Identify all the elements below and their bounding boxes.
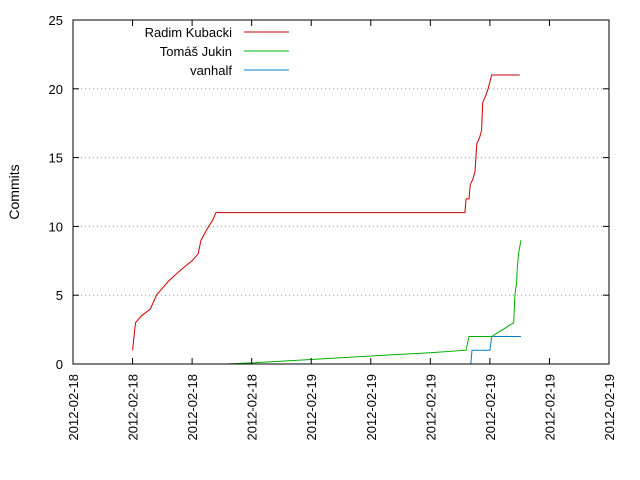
x-tick-label: 2012-02-19 [364, 374, 379, 441]
x-tick-label: 2012-02-18 [185, 374, 200, 441]
legend-label: vanhalf [190, 63, 232, 78]
series-line [132, 74, 520, 351]
legend: Radim Kubacki Tomáš Jukin vanhalf [145, 25, 289, 78]
x-tick-label: 2012-02-19 [602, 374, 617, 441]
x-tick-label: 2012-02-19 [423, 374, 438, 441]
x-tick-label: 2012-02-19 [542, 374, 557, 441]
y-tick-label: 15 [49, 151, 63, 166]
axis-ticks: 0 5 10 15 20 25 2012-02-18 2012-02-18 2012-02-18… [49, 13, 617, 441]
y-tick-label: 0 [56, 357, 63, 372]
y-tick-label: 5 [56, 288, 63, 303]
y-tick-label: 20 [49, 82, 63, 97]
series-line [470, 336, 521, 365]
x-tick-label: 2012-02-18 [245, 374, 260, 441]
y-tick-label: 10 [49, 219, 63, 234]
series-line [226, 240, 522, 365]
y-axis-label: Commits [6, 164, 22, 219]
plot-frame [72, 19, 610, 365]
x-tick-label: 2012-02-18 [66, 374, 81, 441]
legend-label: Radim Kubacki [145, 25, 233, 40]
series-lines [132, 74, 522, 365]
gridlines [73, 88, 609, 296]
y-tick-label: 25 [49, 13, 63, 28]
x-tick-label: 2012-02-18 [126, 374, 141, 441]
legend-label: Tomáš Jukin [160, 44, 232, 59]
x-tick-label: 2012-02-19 [304, 374, 319, 441]
x-tick-label: 2012-02-19 [483, 374, 498, 441]
